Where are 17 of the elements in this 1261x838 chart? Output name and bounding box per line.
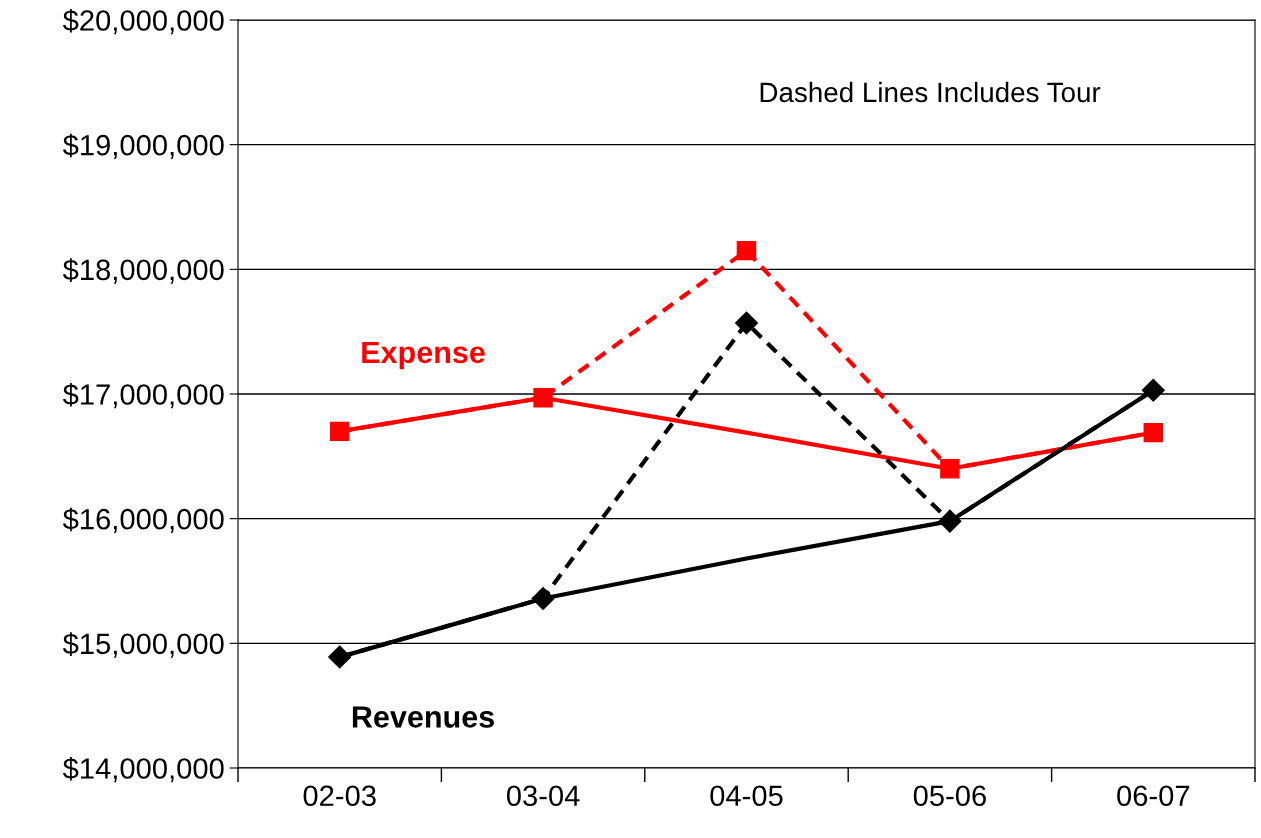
y-tick-label: $20,000,000 [62,8,224,35]
y-tick-label: $18,000,000 [62,258,224,284]
point [736,240,757,261]
annotation: Dashed Lines Includes Tour [760,81,1101,103]
x-tick-label: 02-03 [303,785,376,807]
y-tick-label: $14,000,000 [62,756,224,783]
x-tick-label: 06-07 [1117,785,1190,807]
x-tick-label: 03-04 [506,785,580,807]
y-tick-label: $19,000,000 [62,133,224,159]
x-tick-label: 04-05 [710,785,783,807]
y-tick-label: $16,000,000 [62,507,224,533]
series-label: Revenues [352,706,494,728]
y-tick-label: $17,000,000 [62,382,224,409]
series-label: Expense [362,341,485,370]
point [735,311,758,335]
y-tick-label: $15,000,000 [62,632,224,658]
x-tick-label: 05-06 [913,785,986,807]
